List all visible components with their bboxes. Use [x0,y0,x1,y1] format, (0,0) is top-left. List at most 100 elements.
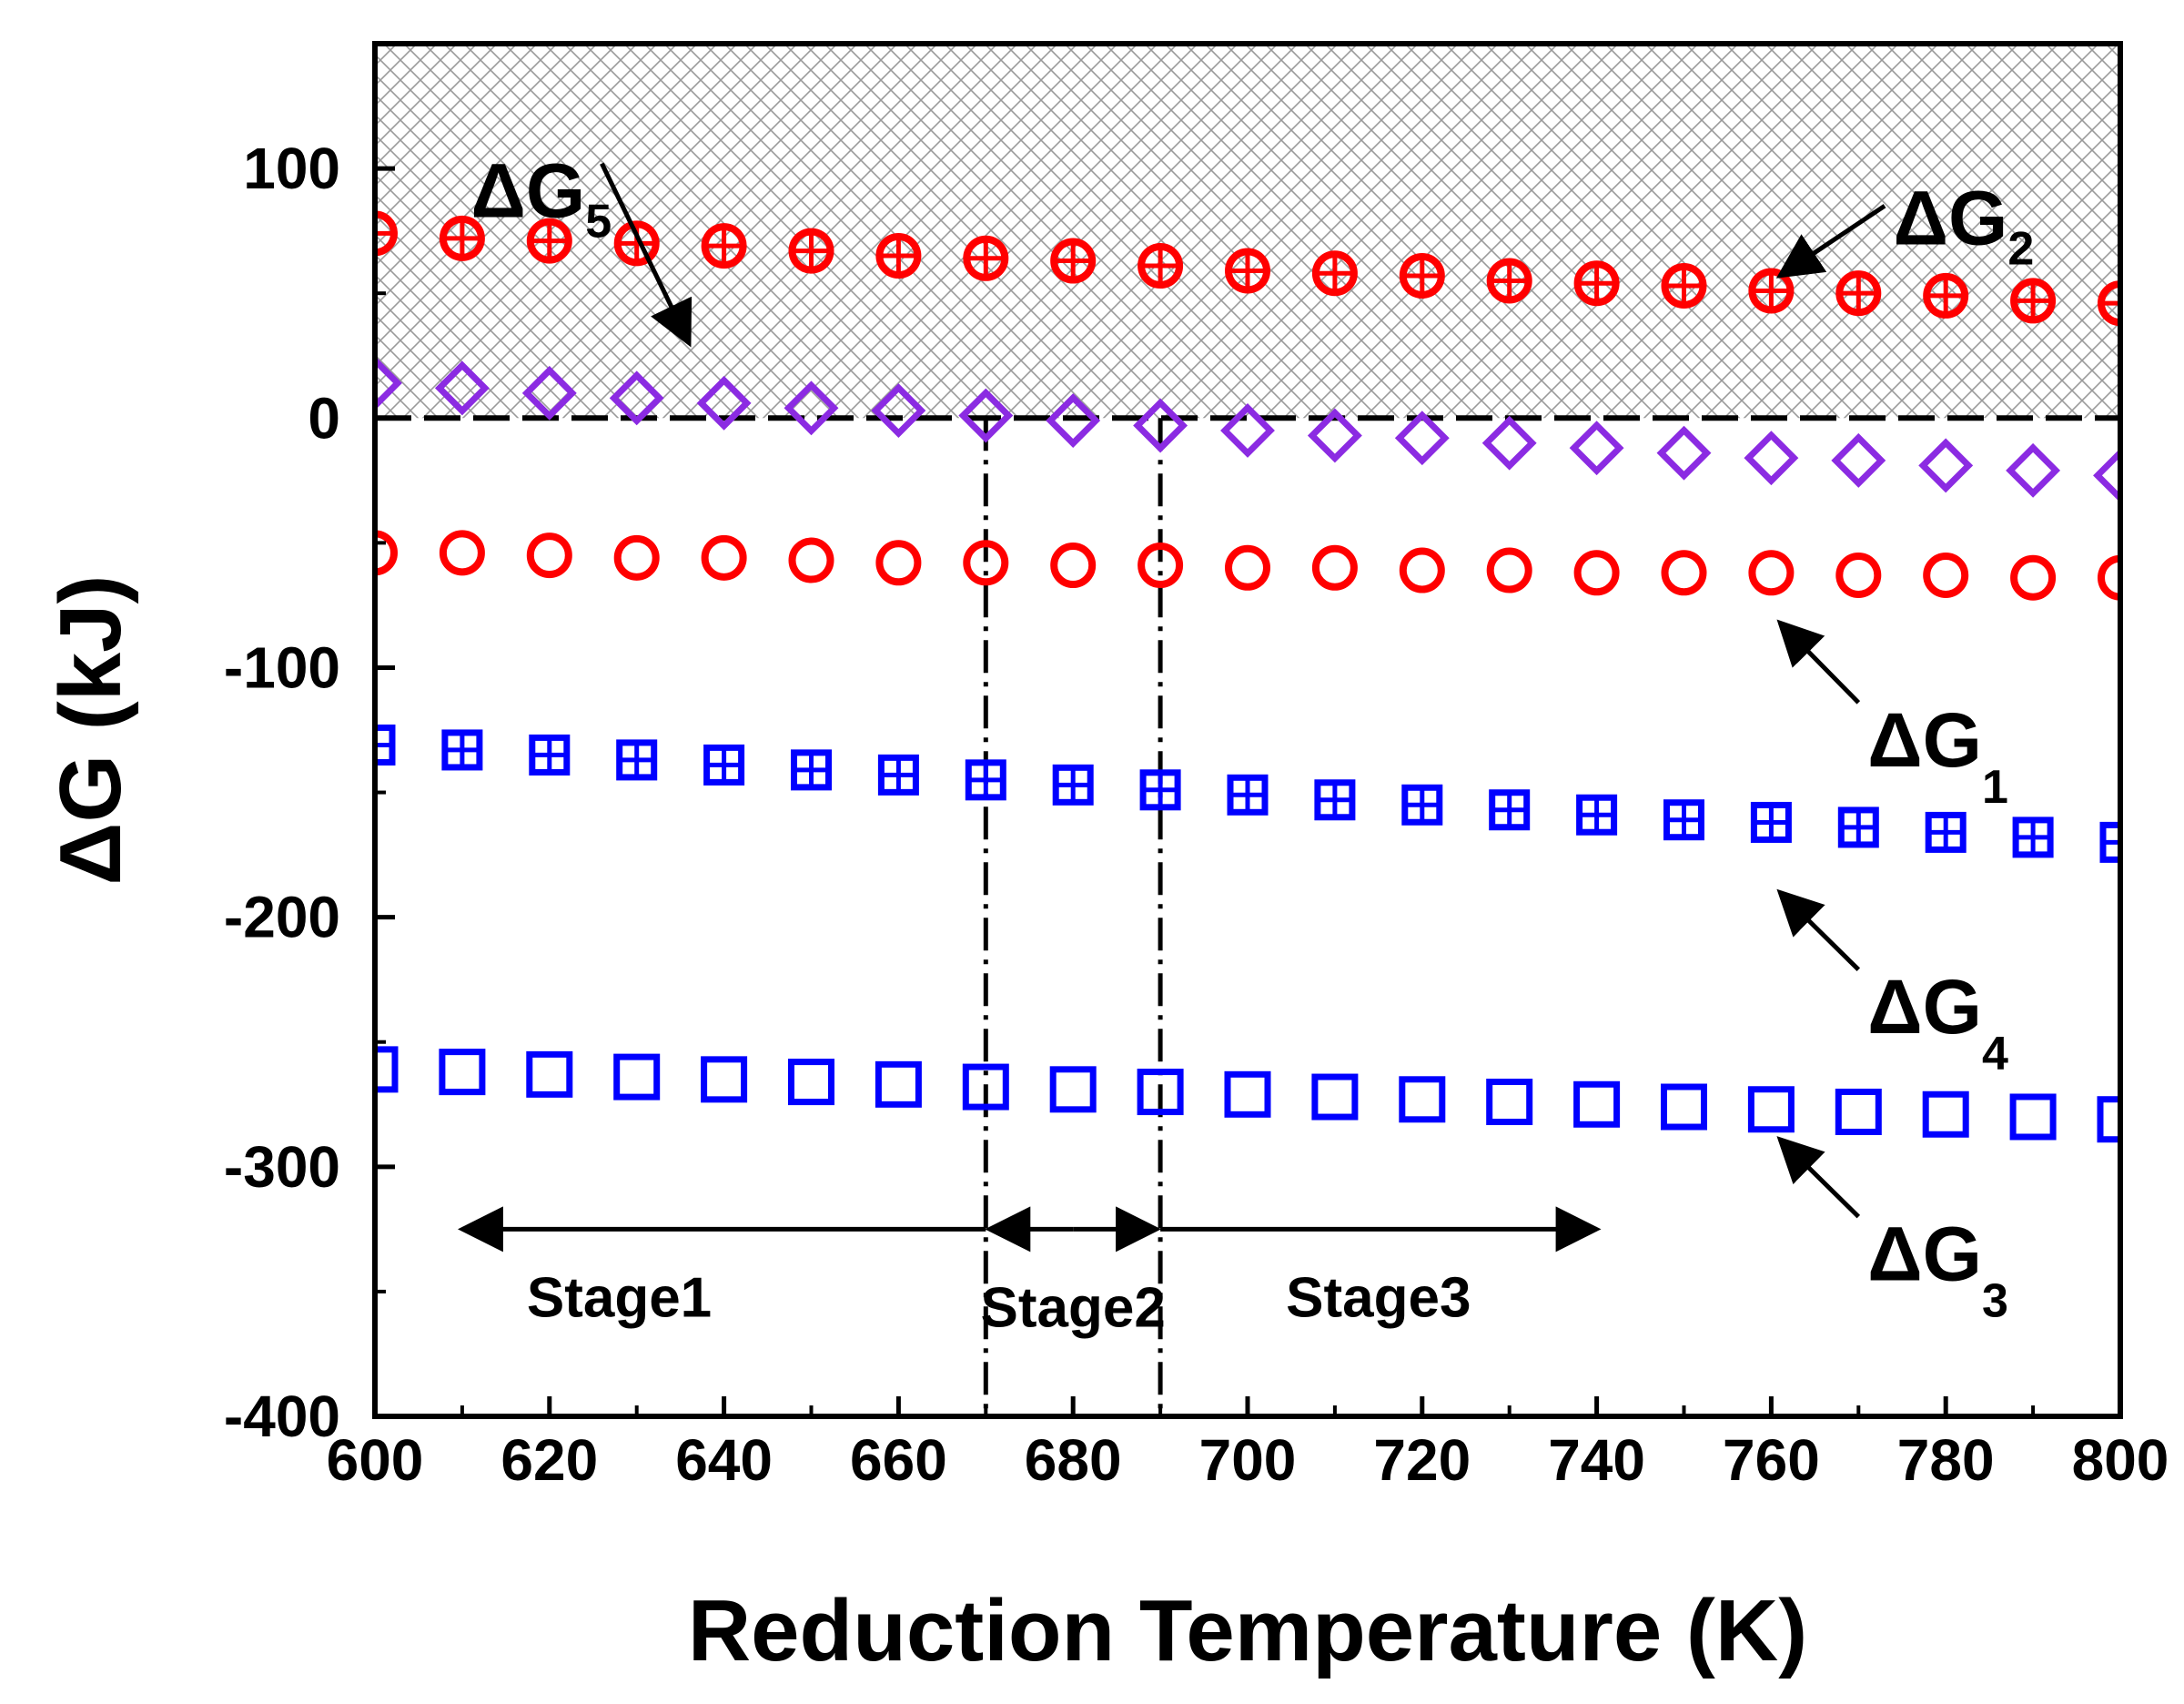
point-ΔG2-760 [1748,268,1795,314]
point-ΔG1-800 [2098,554,2120,601]
stage-label-2: Stage2 [981,1276,1166,1339]
point-ΔG1-770 [1835,553,1882,599]
point-ΔG4-770 [1837,806,1879,848]
annotation-arrow-g2 [1775,204,1886,279]
point-ΔG2-600 [375,210,398,257]
axis-ticks: 600 620 640 660 680 700 720 740 760 780 800 100 0 -10… [224,136,2169,1493]
point-ΔG5-680 [1046,393,1101,448]
point-ΔG1-720 [1399,547,1445,593]
y-tick-label-100: 100 [243,136,340,201]
y-tick-label--300: -300 [224,1134,340,1200]
point-ΔG1-750 [1661,550,1707,596]
point-ΔG1-620 [526,532,572,579]
point-ΔG3-730 [1486,1079,1533,1126]
point-ΔG3-780 [1922,1090,1969,1138]
annotation-label-g2: ΔG2 [1894,176,2035,276]
point-ΔG1-780 [1923,553,1969,599]
annotation-label-g4: ΔG4 [1867,964,2008,1080]
stage-2: Stage2 [981,1206,1166,1339]
point-ΔG4-740 [1576,794,1618,836]
point-ΔG2-740 [1573,260,1620,307]
annotation-g3: ΔG3 [1776,1136,2008,1328]
point-ΔG3-770 [1835,1088,1882,1135]
point-ΔG5-670 [958,388,1014,443]
point-ΔG2-650 [788,228,834,274]
point-ΔG3-740 [1573,1080,1621,1128]
point-ΔG5-790 [2006,442,2061,498]
point-ΔG2-720 [1399,252,1445,299]
point-ΔG3-660 [875,1060,922,1108]
stage-1: Stage1 [457,1206,986,1329]
series-ΔG1 [375,530,2120,601]
point-ΔG4-700 [1227,774,1269,816]
point-ΔG4-800 [2099,821,2120,863]
series-ΔG3 [375,1046,2120,1143]
point-ΔG2-610 [439,215,485,261]
point-ΔG2-710 [1311,250,1358,297]
point-ΔG4-650 [791,749,832,791]
point-ΔG4-730 [1489,789,1531,831]
point-ΔG5-640 [696,375,752,431]
point-ΔG5-800 [2093,448,2120,503]
point-ΔG4-690 [1139,769,1181,811]
stage-label-1: Stage1 [527,1266,712,1329]
point-ΔG3-680 [1049,1066,1097,1113]
point-ΔG2-790 [2010,278,2057,324]
stage-label-3: Stage3 [1286,1266,1471,1329]
point-ΔG4-760 [1750,801,1792,843]
point-ΔG1-710 [1311,544,1358,591]
point-ΔG4-710 [1314,779,1356,821]
point-ΔG3-690 [1137,1069,1184,1116]
point-ΔG5-630 [609,370,664,426]
point-ΔG5-710 [1307,408,1362,463]
point-ΔG3-670 [962,1063,1009,1111]
point-ΔG5-650 [784,380,839,436]
annotation-label-g3: ΔG3 [1867,1212,2008,1328]
point-ΔG4-780 [1925,811,1967,853]
annotation-g2: ΔG2 [1775,176,2035,279]
point-ΔG1-730 [1486,547,1532,593]
point-ΔG2-770 [1835,270,1882,317]
point-ΔG3-620 [526,1050,573,1098]
point-ΔG4-660 [877,754,919,796]
x-tick-label-620: 620 [500,1427,598,1493]
point-ΔG5-740 [1569,421,1624,476]
point-ΔG3-650 [788,1059,834,1106]
point-ΔG1-640 [701,534,747,581]
point-ΔG1-670 [963,540,1009,586]
point-ΔG5-620 [521,365,577,421]
point-ΔG1-600 [375,530,398,576]
point-ΔG2-700 [1225,248,1270,294]
point-ΔG3-630 [613,1053,661,1100]
y-tick-label--100: -100 [224,634,340,700]
point-ΔG4-620 [529,734,571,776]
point-ΔG1-790 [2010,554,2057,601]
point-ΔG1-760 [1748,550,1795,596]
point-ΔG3-610 [439,1049,486,1096]
point-ΔG3-750 [1661,1083,1707,1131]
x-tick-label-680: 680 [1025,1427,1122,1493]
x-tick-label-720: 720 [1373,1427,1471,1493]
point-ΔG4-750 [1663,799,1704,841]
point-ΔG2-690 [1138,243,1184,289]
series-ΔG5 [375,355,2120,503]
point-ΔG2-780 [1923,272,1969,319]
point-ΔG5-700 [1220,403,1275,458]
annotations: ΔG5 ΔG2 ΔG1 ΔG4 ΔG3 Stage1 Stage2 Stage3 [457,147,2035,1339]
point-ΔG1-700 [1225,544,1270,591]
x-tick-label-800: 800 [2072,1427,2169,1493]
point-ΔG5-720 [1394,411,1450,466]
point-ΔG2-730 [1486,258,1532,304]
point-ΔG5-660 [871,383,926,438]
data-points [375,210,2120,1143]
point-ΔG4-600 [375,724,396,766]
point-ΔG3-790 [2009,1093,2057,1141]
y-tick-label-0: 0 [308,385,340,451]
annotation-g4: ΔG4 [1776,888,2008,1080]
point-ΔG4-640 [703,744,745,786]
point-ΔG4-790 [2012,816,2054,858]
annotation-g1: ΔG1 [1776,619,2008,814]
annotation-arrow-g1 [1776,619,1861,705]
point-ΔG3-720 [1399,1076,1446,1123]
